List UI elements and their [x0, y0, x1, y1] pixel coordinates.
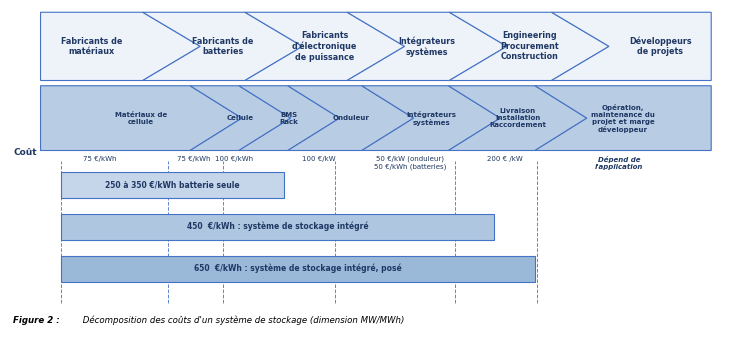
Polygon shape — [143, 12, 302, 80]
Polygon shape — [362, 86, 500, 150]
Text: 100 €/kW: 100 €/kW — [301, 156, 335, 162]
Polygon shape — [239, 86, 340, 150]
Text: Dépend de
l'application: Dépend de l'application — [595, 156, 643, 170]
Text: Engineering
Procurement
Construction: Engineering Procurement Construction — [500, 32, 559, 61]
Text: BMS
Rack: BMS Rack — [280, 112, 298, 125]
Text: Décomposition des coûts d'un système de stockage (dimension MW/MWh): Décomposition des coûts d'un système de … — [80, 315, 404, 325]
FancyBboxPatch shape — [61, 214, 494, 240]
Text: Intégrateurs
systèmes: Intégrateurs systèmes — [406, 111, 456, 126]
Text: Figure 2 :: Figure 2 : — [13, 316, 60, 325]
Polygon shape — [551, 12, 711, 80]
Text: Coût: Coût — [13, 148, 37, 157]
Polygon shape — [450, 12, 609, 80]
Polygon shape — [535, 86, 711, 150]
Polygon shape — [448, 86, 587, 150]
Text: Cellule: Cellule — [227, 115, 254, 121]
Polygon shape — [245, 12, 405, 80]
Polygon shape — [287, 86, 413, 150]
Text: Fabricants de
batteries: Fabricants de batteries — [192, 37, 254, 56]
Text: 250 à 350 €/kWh batterie seule: 250 à 350 €/kWh batterie seule — [105, 180, 240, 189]
Text: Fabricants de
matériaux: Fabricants de matériaux — [61, 37, 122, 56]
Text: 50 €/kW (onduleur)
50 €/kWh (batteries): 50 €/kW (onduleur) 50 €/kWh (batteries) — [374, 156, 446, 170]
Text: 200 € /kW: 200 € /kW — [487, 156, 523, 162]
Polygon shape — [347, 12, 507, 80]
Polygon shape — [41, 12, 200, 80]
Text: Onduleur: Onduleur — [332, 115, 369, 121]
Text: 650  €/kWh : système de stockage intégré, posé: 650 €/kWh : système de stockage intégré,… — [195, 264, 402, 273]
Text: Matériaux de
cellule: Matériaux de cellule — [115, 112, 167, 125]
Text: 75 €/kWh: 75 €/kWh — [83, 156, 116, 162]
Polygon shape — [41, 86, 242, 150]
Text: Opération,
maintenance du
projet et marge
développeur: Opération, maintenance du projet et marg… — [591, 104, 655, 133]
FancyBboxPatch shape — [61, 172, 284, 198]
Text: Intégrateurs
systèmes: Intégrateurs systèmes — [399, 36, 455, 57]
Polygon shape — [190, 86, 290, 150]
Text: Fabricants
d'électronique
de puissance: Fabricants d'électronique de puissance — [292, 31, 357, 62]
Text: Développeurs
de projets: Développeurs de projets — [629, 36, 691, 56]
FancyBboxPatch shape — [61, 256, 535, 282]
Text: 75 €/kWh  100 €/kWh: 75 €/kWh 100 €/kWh — [177, 156, 254, 162]
Text: 450  €/kWh : système de stockage intégré: 450 €/kWh : système de stockage intégré — [186, 222, 368, 231]
Text: Livraison
Installation
Raccordement: Livraison Installation Raccordement — [489, 108, 546, 128]
